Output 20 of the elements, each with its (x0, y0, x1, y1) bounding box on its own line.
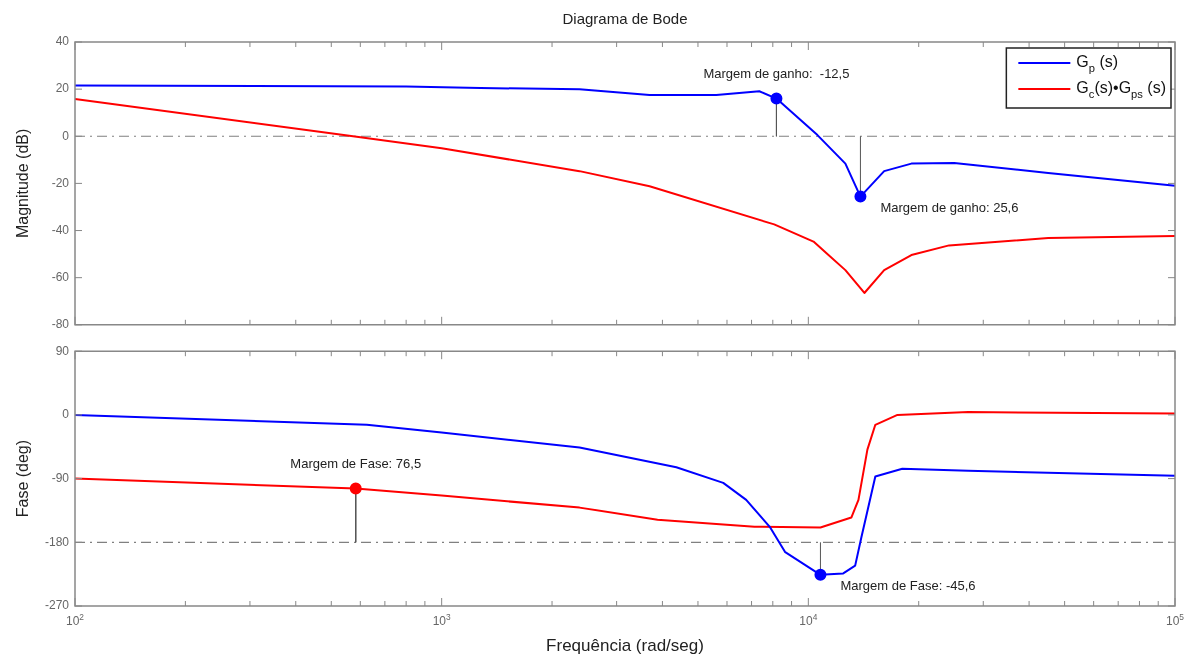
annotation: Margem de Fase: -45,6 (840, 578, 976, 594)
annotation: Margem de ganho: 25,6 (880, 200, 1019, 216)
annotation: Margem de Fase: 76,5 (290, 456, 422, 472)
x-axis-title: Frequência (rad/seg) (546, 635, 704, 655)
y-tick-label: -180 (44, 534, 70, 549)
y-tick-label: -60 (51, 269, 70, 284)
y-tick-label: 90 (55, 343, 70, 358)
y-tick-label: -270 (44, 598, 70, 613)
annotation: Margem de ganho: -12,5 (703, 66, 850, 82)
y-axis-title: Fase (deg) (14, 439, 32, 518)
y-tick-label: 0 (62, 128, 70, 143)
y-tick-label: -40 (51, 222, 70, 237)
y-tick-label: 40 (55, 34, 70, 49)
y-axis-title: Magnitude (dB) (14, 128, 32, 239)
y-tick-label: 20 (55, 81, 70, 96)
y-tick-label: 0 (62, 407, 70, 422)
y-tick-label: -80 (51, 317, 70, 332)
y-tick-label: -20 (51, 175, 70, 190)
y-tick-label: -90 (51, 470, 70, 485)
chart-title: Diagrama de Bode (562, 10, 688, 28)
